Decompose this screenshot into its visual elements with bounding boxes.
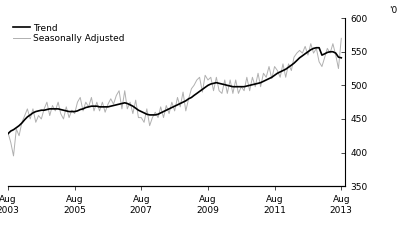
Line: Trend: Trend (8, 48, 341, 134)
Text: '000: '000 (389, 6, 397, 15)
Legend: Trend, Seasonally Adjusted: Trend, Seasonally Adjusted (12, 23, 125, 44)
Line: Seasonally Adjusted: Seasonally Adjusted (8, 38, 341, 156)
